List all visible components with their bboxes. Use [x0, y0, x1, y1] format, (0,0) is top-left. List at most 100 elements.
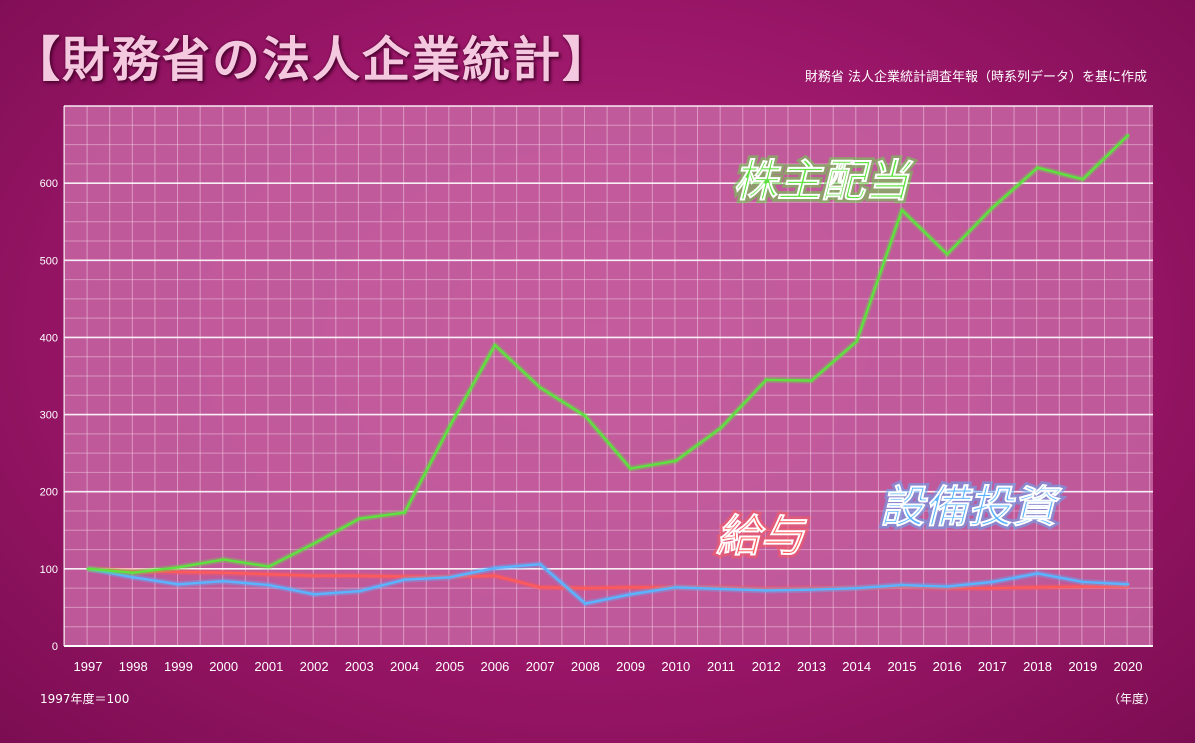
data-point [222, 558, 226, 561]
data-point [583, 586, 587, 590]
data-point [403, 511, 406, 514]
data-point [810, 588, 813, 592]
x-tick-label: 2017 [978, 659, 1007, 674]
data-point [493, 343, 497, 347]
x-tick-label: 2008 [571, 659, 600, 674]
data-point [222, 571, 226, 575]
data-point [1081, 585, 1085, 588]
x-tick-label: 2013 [797, 659, 826, 674]
data-point [900, 583, 904, 587]
data-point [538, 386, 542, 389]
x-tick-label: 2002 [300, 659, 329, 674]
data-point [448, 575, 452, 579]
x-tick-label: 2000 [209, 659, 238, 674]
y-tick-label: 400 [40, 332, 58, 344]
data-point [493, 574, 497, 578]
data-point [538, 585, 542, 589]
series-label-dividends: 株主配当 [733, 156, 914, 207]
data-point [357, 517, 361, 521]
x-tick-label: 2015 [887, 659, 916, 674]
series-label-dividends-glow: 株主配当 [733, 156, 914, 207]
x-tick-label: 2001 [254, 659, 283, 674]
data-point [403, 575, 406, 578]
x-tick-label: 1999 [164, 659, 193, 674]
data-point [1126, 582, 1130, 586]
x-tick-label: 2006 [480, 659, 509, 674]
data-point [177, 582, 180, 586]
data-point [131, 575, 135, 579]
data-point [719, 426, 723, 430]
x-tick-label: 1998 [119, 659, 148, 674]
series-label-capex-glow: 設備投資 [880, 482, 1063, 533]
x-tick-label: 2014 [842, 659, 871, 674]
x-tick-label: 2018 [1023, 659, 1052, 674]
x-tick-label: 2012 [752, 659, 781, 674]
data-point [764, 589, 768, 592]
x-tick-label: 2011 [707, 659, 735, 674]
data-point [538, 562, 542, 566]
data-point [583, 602, 587, 605]
data-point [312, 592, 316, 596]
data-point [990, 586, 994, 590]
series-label-capex: 設備投資 [880, 482, 1063, 533]
data-point [131, 571, 135, 575]
data-point [403, 578, 406, 582]
data-point [357, 574, 361, 578]
source-note: 財務省 法人企業統計調査年報（時系列データ）を基に作成 [804, 70, 1147, 85]
y-tick-label: 100 [40, 564, 58, 576]
x-tick-label: 2020 [1114, 659, 1143, 674]
series-line-salary [87, 567, 1128, 591]
data-point [222, 579, 226, 583]
y-tick-label: 300 [40, 410, 58, 422]
x-tick-label: 2009 [616, 659, 645, 674]
data-point [1126, 585, 1130, 588]
data-point [312, 574, 316, 578]
data-point [945, 585, 949, 588]
data-point [267, 583, 271, 587]
y-tick-label: 0 [52, 641, 58, 653]
data-point [629, 592, 633, 596]
data-point [1126, 133, 1130, 137]
x-axis-unit: （年度） [1108, 692, 1157, 706]
data-point [312, 542, 316, 545]
series-line-capex [87, 563, 1129, 605]
data-point [990, 580, 994, 584]
data-point [448, 424, 452, 428]
series-label-salary-glow: 給与 [716, 511, 808, 562]
x-tick-label: 1997 [74, 659, 103, 674]
data-point [1081, 177, 1085, 181]
x-tick-label: 2019 [1068, 659, 1097, 674]
x-tick-label: 2007 [526, 659, 555, 674]
data-point [1081, 580, 1085, 584]
x-tick-label: 2016 [933, 659, 962, 674]
x-tick-label: 2005 [435, 659, 464, 674]
data-point [674, 459, 678, 463]
data-point [855, 586, 859, 590]
data-point [629, 585, 633, 589]
data-point [719, 587, 723, 591]
data-point [945, 252, 949, 256]
data-point [855, 339, 859, 343]
data-point [357, 589, 361, 593]
data-point [900, 208, 904, 212]
data-point [86, 567, 90, 571]
data-point [674, 585, 678, 589]
series-line-dividends [87, 134, 1129, 574]
series-label-salary: 給与 [716, 511, 808, 562]
data-point [177, 565, 180, 569]
data-point [764, 378, 768, 382]
x-tick-label: 2010 [661, 659, 690, 674]
data-point [990, 206, 994, 210]
y-tick-label: 500 [40, 255, 58, 267]
data-point [1036, 572, 1039, 575]
baseline-note: 1997年度＝100 [40, 692, 130, 706]
data-point [583, 414, 587, 418]
data-point [267, 565, 271, 568]
y-tick-label: 200 [40, 487, 58, 499]
data-point [177, 570, 180, 574]
data-point [629, 467, 633, 470]
data-point [1036, 585, 1039, 589]
data-point [493, 566, 497, 570]
data-point [810, 379, 813, 383]
